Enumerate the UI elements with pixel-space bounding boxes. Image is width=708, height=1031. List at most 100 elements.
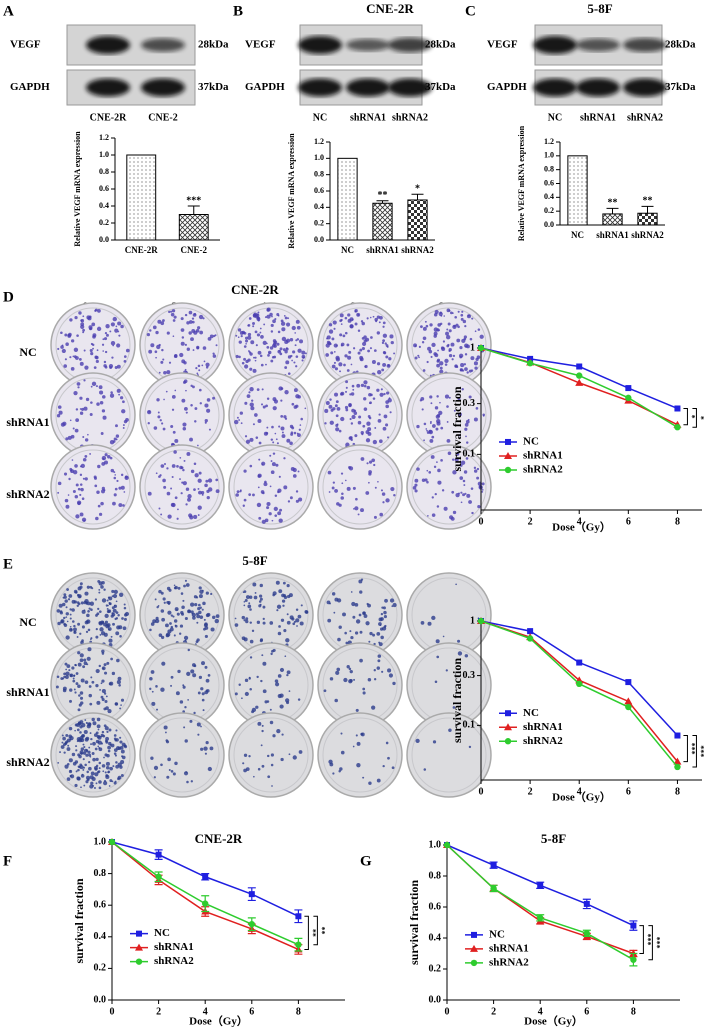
colony bbox=[249, 595, 253, 599]
colony bbox=[166, 467, 169, 470]
colony bbox=[196, 722, 201, 727]
colony bbox=[238, 419, 241, 421]
colony bbox=[284, 366, 288, 369]
colony bbox=[426, 469, 429, 472]
colony bbox=[158, 475, 161, 478]
colony bbox=[67, 598, 71, 601]
colony bbox=[209, 746, 214, 751]
colony bbox=[393, 352, 396, 355]
colony bbox=[116, 680, 121, 685]
colony bbox=[448, 309, 451, 312]
colony bbox=[171, 464, 176, 468]
colony bbox=[68, 628, 73, 632]
y-axis-label: Relative VEGF mRNA expression bbox=[287, 133, 296, 249]
colony bbox=[474, 330, 477, 333]
colony bbox=[113, 437, 117, 441]
colony bbox=[187, 494, 192, 499]
colony bbox=[157, 415, 161, 419]
colony bbox=[295, 319, 300, 324]
colony bbox=[74, 316, 78, 320]
colony bbox=[160, 609, 165, 613]
colony bbox=[79, 731, 82, 734]
colony bbox=[468, 395, 472, 399]
colony bbox=[189, 719, 193, 723]
colony bbox=[256, 675, 259, 679]
colony bbox=[182, 599, 185, 602]
colony bbox=[362, 424, 366, 428]
colony bbox=[114, 487, 118, 491]
colony bbox=[98, 588, 101, 591]
colony bbox=[115, 434, 120, 438]
colony bbox=[86, 770, 89, 774]
colony bbox=[157, 411, 160, 414]
colony bbox=[292, 622, 296, 626]
colony bbox=[186, 780, 189, 784]
colony bbox=[349, 679, 353, 683]
colony bbox=[259, 354, 263, 358]
colony bbox=[79, 632, 82, 635]
colony bbox=[259, 594, 263, 598]
colony bbox=[198, 594, 203, 599]
y-tick-label: 0.8 bbox=[314, 169, 324, 178]
panel-label: A bbox=[3, 3, 14, 19]
colony bbox=[76, 382, 81, 386]
colony bbox=[165, 390, 168, 393]
colony bbox=[98, 780, 102, 784]
colony bbox=[79, 653, 84, 658]
colony bbox=[63, 672, 67, 676]
colony bbox=[241, 636, 246, 641]
colony bbox=[473, 361, 478, 366]
colony bbox=[114, 754, 117, 757]
colony bbox=[239, 331, 244, 335]
colony bbox=[107, 455, 111, 459]
colony bbox=[329, 342, 332, 346]
colony bbox=[205, 479, 209, 483]
colony bbox=[98, 512, 103, 516]
colony bbox=[116, 658, 120, 663]
colony bbox=[423, 768, 427, 771]
colony bbox=[389, 411, 392, 414]
colony bbox=[352, 745, 355, 748]
colony bbox=[189, 515, 194, 520]
colony bbox=[279, 667, 285, 673]
colony bbox=[104, 350, 108, 354]
colony bbox=[157, 605, 160, 607]
colony bbox=[463, 484, 466, 487]
colony bbox=[462, 319, 467, 324]
colony bbox=[64, 358, 67, 361]
colony bbox=[420, 396, 425, 401]
colony bbox=[252, 321, 256, 325]
colony bbox=[191, 320, 195, 324]
group-label: NC bbox=[19, 345, 36, 359]
colony bbox=[160, 513, 163, 516]
colony bbox=[74, 428, 79, 433]
colony bbox=[187, 648, 190, 652]
group-label: shRNA1 bbox=[6, 415, 49, 429]
colony bbox=[344, 316, 348, 320]
colony bbox=[251, 399, 254, 402]
colony bbox=[365, 337, 370, 342]
colony bbox=[78, 358, 82, 361]
legend-marker bbox=[504, 451, 512, 459]
colony bbox=[75, 418, 80, 422]
colony bbox=[69, 625, 72, 628]
colony bbox=[345, 390, 348, 393]
colony bbox=[280, 399, 283, 402]
y-tick-label: 1 bbox=[470, 615, 475, 626]
colony bbox=[376, 778, 381, 783]
colony bbox=[386, 363, 391, 368]
colony bbox=[74, 663, 77, 667]
colony bbox=[283, 315, 286, 317]
colony bbox=[184, 368, 187, 371]
colony bbox=[382, 501, 385, 504]
colony bbox=[65, 671, 70, 676]
y-tick-label: 0.8 bbox=[429, 870, 442, 881]
colony bbox=[65, 616, 68, 618]
colony bbox=[110, 635, 113, 638]
colony bbox=[343, 363, 346, 367]
colony bbox=[296, 325, 301, 330]
colony bbox=[276, 609, 279, 612]
colony bbox=[289, 424, 294, 429]
colony bbox=[358, 613, 362, 617]
colony bbox=[95, 614, 98, 617]
